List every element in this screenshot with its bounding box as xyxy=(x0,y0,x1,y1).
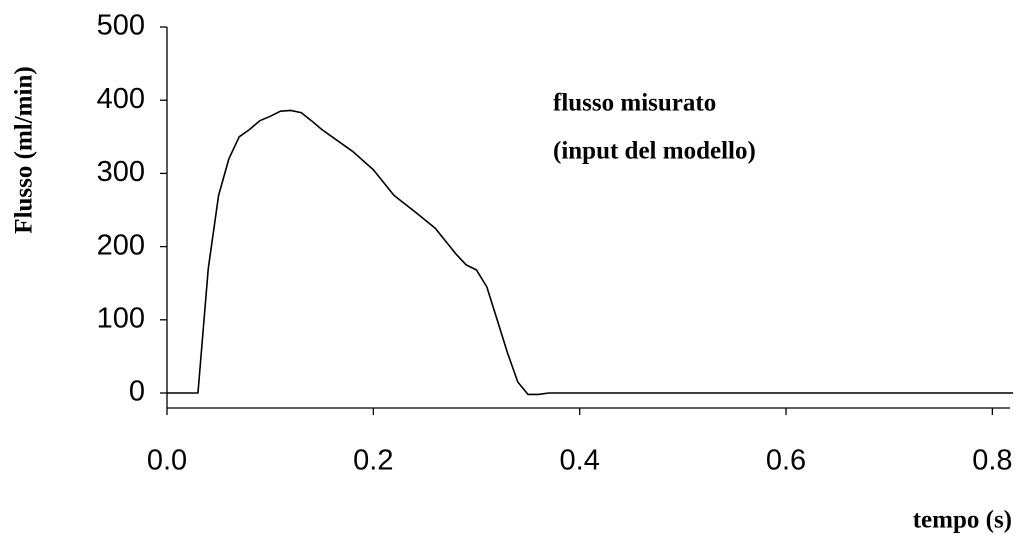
x-tick-label: 0.4 xyxy=(560,445,600,477)
x-axis-title: tempo (s) xyxy=(913,507,1012,534)
y-tick-label: 200 xyxy=(97,229,145,261)
y-axis-title: Flusso (ml/min) xyxy=(11,66,38,233)
x-tick-label: 0.8 xyxy=(972,445,1012,477)
x-tick-label: 0.2 xyxy=(353,445,393,477)
x-tick-label: 0.6 xyxy=(766,445,806,477)
y-tick-label: 400 xyxy=(97,83,145,115)
x-tick-label: 0.0 xyxy=(147,445,187,477)
data-line xyxy=(167,109,1013,396)
y-tick-label: 500 xyxy=(97,10,145,42)
annotation: (input del modello) xyxy=(553,138,756,165)
annotation: flusso misurato xyxy=(553,90,716,117)
y-tick-label: 100 xyxy=(97,302,145,334)
y-tick-label: 300 xyxy=(97,156,145,188)
y-tick-label: 0 xyxy=(129,376,145,408)
